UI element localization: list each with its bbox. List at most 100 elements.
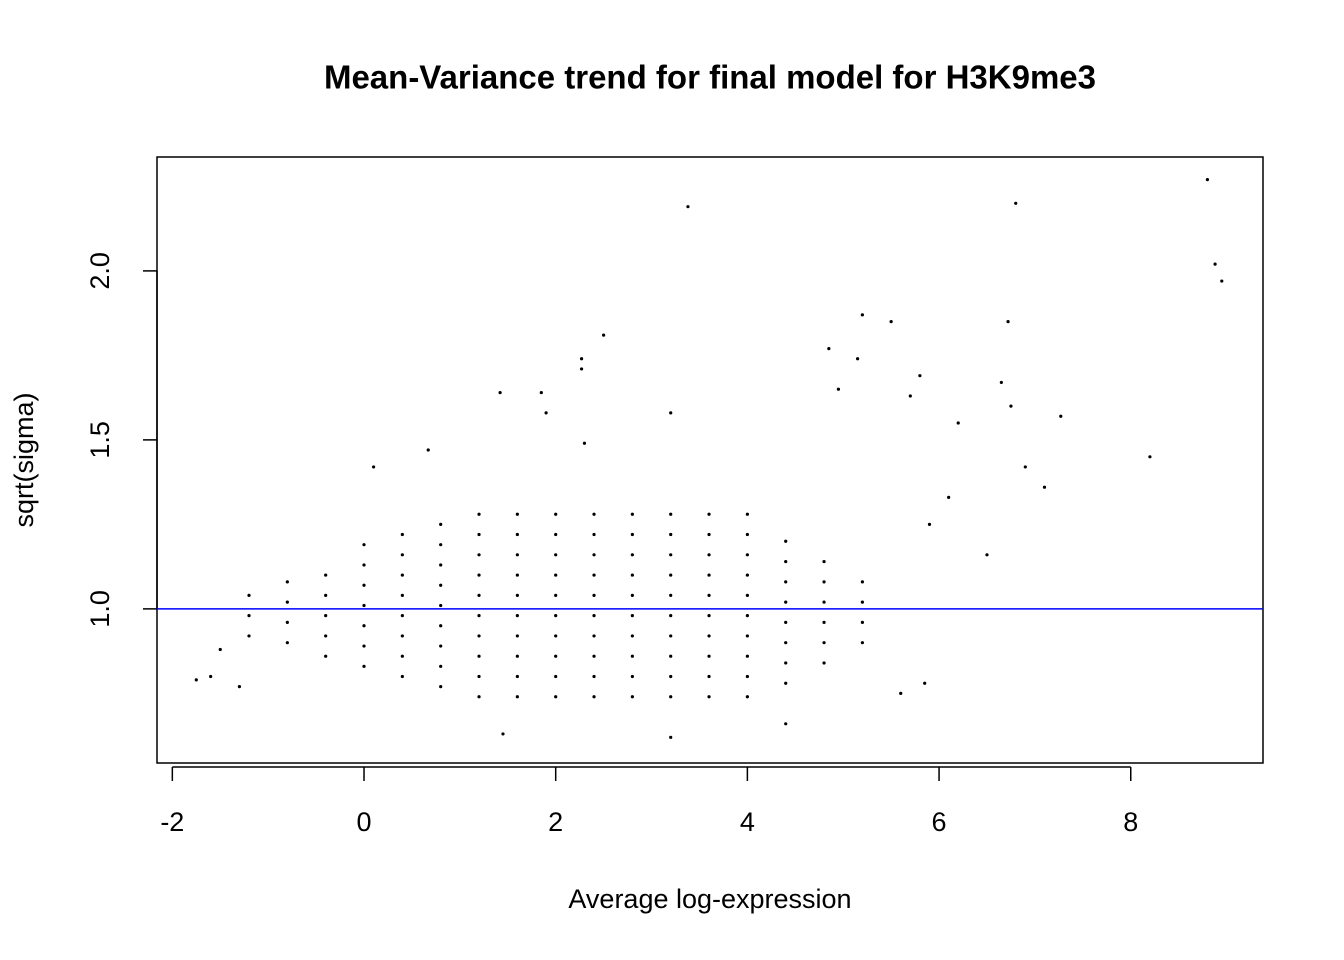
point <box>592 695 596 699</box>
point <box>439 543 443 547</box>
point <box>515 573 519 577</box>
point <box>324 654 328 658</box>
point <box>602 333 606 337</box>
point <box>784 722 788 726</box>
point <box>515 532 519 537</box>
point <box>285 620 289 624</box>
point <box>784 580 788 584</box>
point <box>686 205 690 209</box>
point <box>669 553 673 557</box>
point <box>669 614 673 618</box>
point <box>477 674 481 679</box>
point <box>400 532 404 537</box>
point <box>630 695 634 699</box>
point <box>400 634 404 638</box>
point <box>324 573 328 577</box>
point <box>784 681 788 685</box>
point <box>745 695 749 699</box>
point <box>745 674 749 679</box>
point <box>630 654 634 658</box>
point <box>1009 404 1013 408</box>
point <box>745 593 749 597</box>
point <box>247 614 251 618</box>
point <box>745 634 749 638</box>
point <box>784 641 788 645</box>
point <box>498 390 502 395</box>
point <box>247 593 251 597</box>
point <box>592 614 596 618</box>
point <box>592 654 596 658</box>
point <box>669 532 673 537</box>
point <box>362 583 366 587</box>
point <box>554 674 558 679</box>
point <box>579 357 584 361</box>
point <box>477 593 481 597</box>
point <box>860 620 864 624</box>
point <box>669 695 673 699</box>
point <box>554 654 558 658</box>
point <box>371 465 376 469</box>
point <box>707 573 711 577</box>
x-tick-label: 0 <box>356 807 371 837</box>
point <box>582 441 587 445</box>
point <box>707 512 711 516</box>
point <box>707 593 711 597</box>
point <box>822 559 826 564</box>
point <box>745 614 749 618</box>
point <box>985 553 989 557</box>
point <box>477 634 481 638</box>
x-tick-label: 2 <box>548 807 563 837</box>
point <box>784 661 788 665</box>
point <box>836 387 841 391</box>
point <box>400 553 404 557</box>
point <box>362 624 366 628</box>
point <box>592 674 596 679</box>
point <box>592 573 596 577</box>
point <box>324 593 328 597</box>
point <box>707 654 711 658</box>
point <box>439 583 443 587</box>
point <box>237 685 242 689</box>
point <box>669 593 673 597</box>
point <box>918 374 922 378</box>
y-tick-label: 1.5 <box>85 421 115 459</box>
point <box>515 695 519 699</box>
x-axis-label: Average log-expression <box>568 884 851 914</box>
point <box>400 614 404 618</box>
point <box>669 735 673 739</box>
point <box>477 695 481 699</box>
point <box>745 654 749 658</box>
point <box>400 573 404 577</box>
y-tick-label: 2.0 <box>85 252 115 290</box>
point <box>362 603 366 608</box>
point <box>822 641 826 645</box>
point <box>324 614 328 618</box>
point <box>439 603 443 608</box>
point <box>592 532 596 537</box>
point <box>1220 279 1224 283</box>
point <box>592 634 596 638</box>
point <box>630 532 634 537</box>
point <box>477 654 481 658</box>
point <box>554 593 558 597</box>
point <box>362 644 366 648</box>
point <box>860 600 864 604</box>
point <box>745 553 749 557</box>
point <box>477 532 481 537</box>
x-tick-label: 8 <box>1123 807 1138 837</box>
point <box>822 580 826 584</box>
point <box>1213 262 1217 266</box>
point <box>669 634 673 638</box>
point <box>362 563 366 567</box>
point <box>707 634 711 638</box>
point <box>669 654 673 658</box>
point <box>515 634 519 638</box>
y-axis-label: sqrt(sigma) <box>9 392 39 527</box>
point <box>630 553 634 557</box>
x-tick-label: -2 <box>160 807 184 837</box>
point <box>439 563 443 567</box>
point <box>745 512 749 516</box>
point <box>477 553 481 557</box>
